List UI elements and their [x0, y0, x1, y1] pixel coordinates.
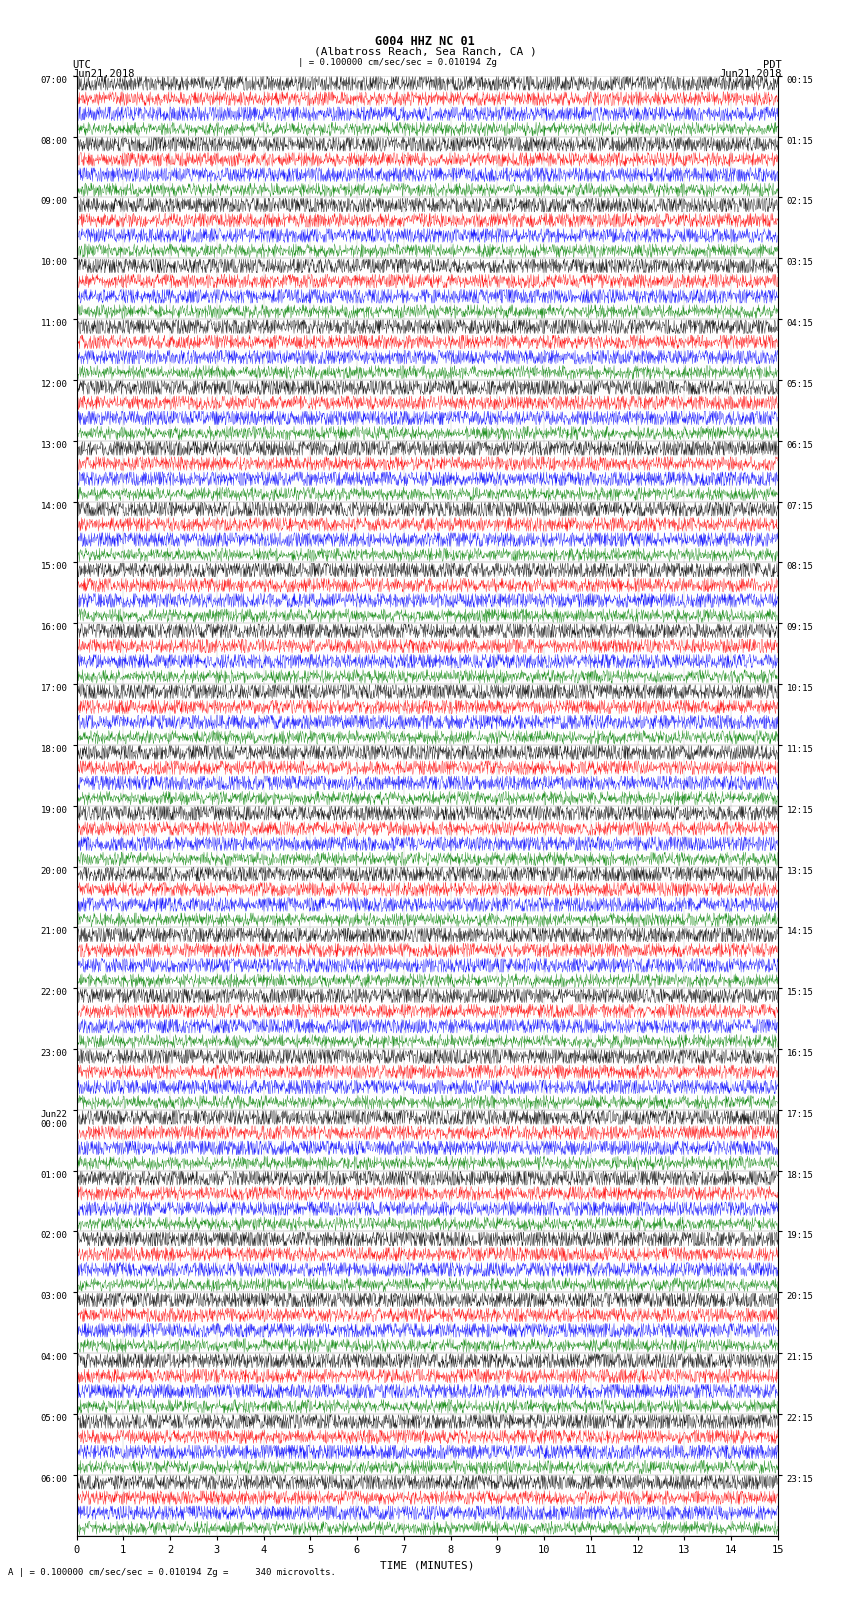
Text: UTC: UTC — [72, 60, 91, 69]
Text: Jun21,2018: Jun21,2018 — [719, 69, 782, 79]
Text: PDT: PDT — [763, 60, 782, 69]
Text: | = 0.100000 cm/sec/sec = 0.010194 Zg: | = 0.100000 cm/sec/sec = 0.010194 Zg — [298, 58, 496, 68]
Text: (Albatross Reach, Sea Ranch, CA ): (Albatross Reach, Sea Ranch, CA ) — [314, 47, 536, 56]
X-axis label: TIME (MINUTES): TIME (MINUTES) — [380, 1560, 474, 1569]
Text: Jun21,2018: Jun21,2018 — [72, 69, 135, 79]
Text: A | = 0.100000 cm/sec/sec = 0.010194 Zg =     340 microvolts.: A | = 0.100000 cm/sec/sec = 0.010194 Zg … — [8, 1568, 337, 1578]
Text: G004 HHZ NC 01: G004 HHZ NC 01 — [375, 35, 475, 48]
